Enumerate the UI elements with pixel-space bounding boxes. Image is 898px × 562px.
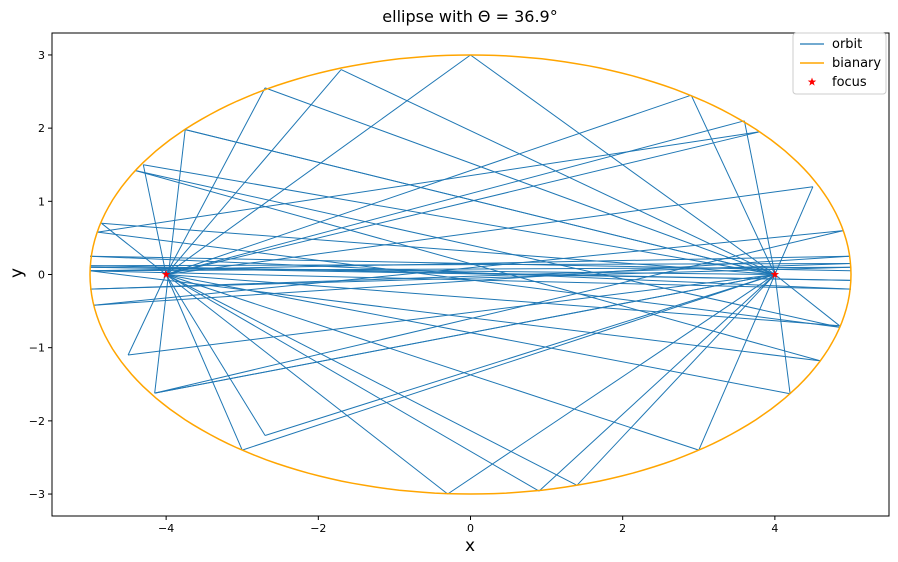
orbit-segment [264,87,776,275]
orbit-segment [538,274,776,492]
orbit-segment [154,129,186,394]
orbit-segment [242,274,776,451]
orbit-segment [166,274,791,395]
orbit-segment [165,69,342,275]
orbit-segment [165,54,471,275]
x-axis-label: x [465,536,475,556]
orbit-segment [165,274,449,495]
y-tick-label: 0 [38,269,45,282]
orbit-segment [89,266,852,272]
orbit-segment [165,87,266,275]
orbit-segment [165,274,578,486]
x-axis: −4 −2 0 2 4 [158,516,778,535]
orbit-segment [774,186,814,275]
orbit-segment [774,274,840,327]
legend: orbit bianary focus [792,32,887,95]
orbit-segment [154,274,775,394]
orbit-segment [165,274,540,492]
orbit-layer [89,54,852,495]
legend-orbit-label: orbit [832,37,862,52]
orbit-segment [470,54,776,275]
x-tick-label: −4 [158,522,174,535]
orbit-segment [89,270,852,290]
focus-layer [161,270,780,279]
orbit-segment [89,266,852,290]
orbit-segment [128,274,775,356]
y-axis: −3 −2 −1 0 1 2 3 [29,49,52,501]
y-tick-label: 1 [38,195,45,208]
orbit-segment [690,94,776,275]
orbit-segment [698,274,776,451]
y-tick-label: 2 [38,122,45,135]
legend-binary-label: bianary [832,56,881,71]
x-tick-label: 0 [467,522,474,535]
orbit-segment [340,69,776,275]
orbit-segment [185,129,776,275]
orbit-segment [165,131,760,275]
orbit-segment [743,120,776,275]
x-tick-label: −2 [310,522,326,535]
orbit-segment [165,274,266,436]
y-tick-label: −1 [29,342,45,355]
focus-marker [770,270,780,279]
y-tick-label: −2 [29,415,45,428]
y-tick-label: 3 [38,49,45,62]
orbit-segment [101,222,775,275]
orbit-segment [142,164,167,275]
x-tick-label: 4 [771,522,778,535]
legend-focus-marker [807,77,817,86]
orbit-segment [165,274,699,451]
orbit-segment [447,274,776,495]
orbit-segment [264,274,776,436]
orbit-segment [165,94,692,275]
orbit-segment [97,131,760,233]
orbit-segment [774,274,791,394]
chart-title: ellipse with Θ = 36.9° [382,7,557,26]
legend-box [792,32,887,95]
ellipse-layer [89,54,852,495]
y-axis-label: y [7,268,27,278]
legend-focus-label: focus [832,75,867,90]
orbit-segment [576,274,776,486]
orbit-segment [135,170,821,362]
orbit-segment [127,274,167,356]
orbit-segment [89,263,852,267]
y-tick-label: −3 [29,488,45,501]
orbit-segment [143,164,775,275]
orbit-segment [135,170,840,328]
ellipse-boundary [89,54,852,495]
orbit-segment [165,120,745,275]
focus-marker [161,270,171,279]
orbit-segment [89,255,852,272]
orbit-segment [93,230,844,306]
orbit-segment [89,255,852,290]
x-tick-label: 2 [619,522,626,535]
orbit-segment [165,274,243,451]
